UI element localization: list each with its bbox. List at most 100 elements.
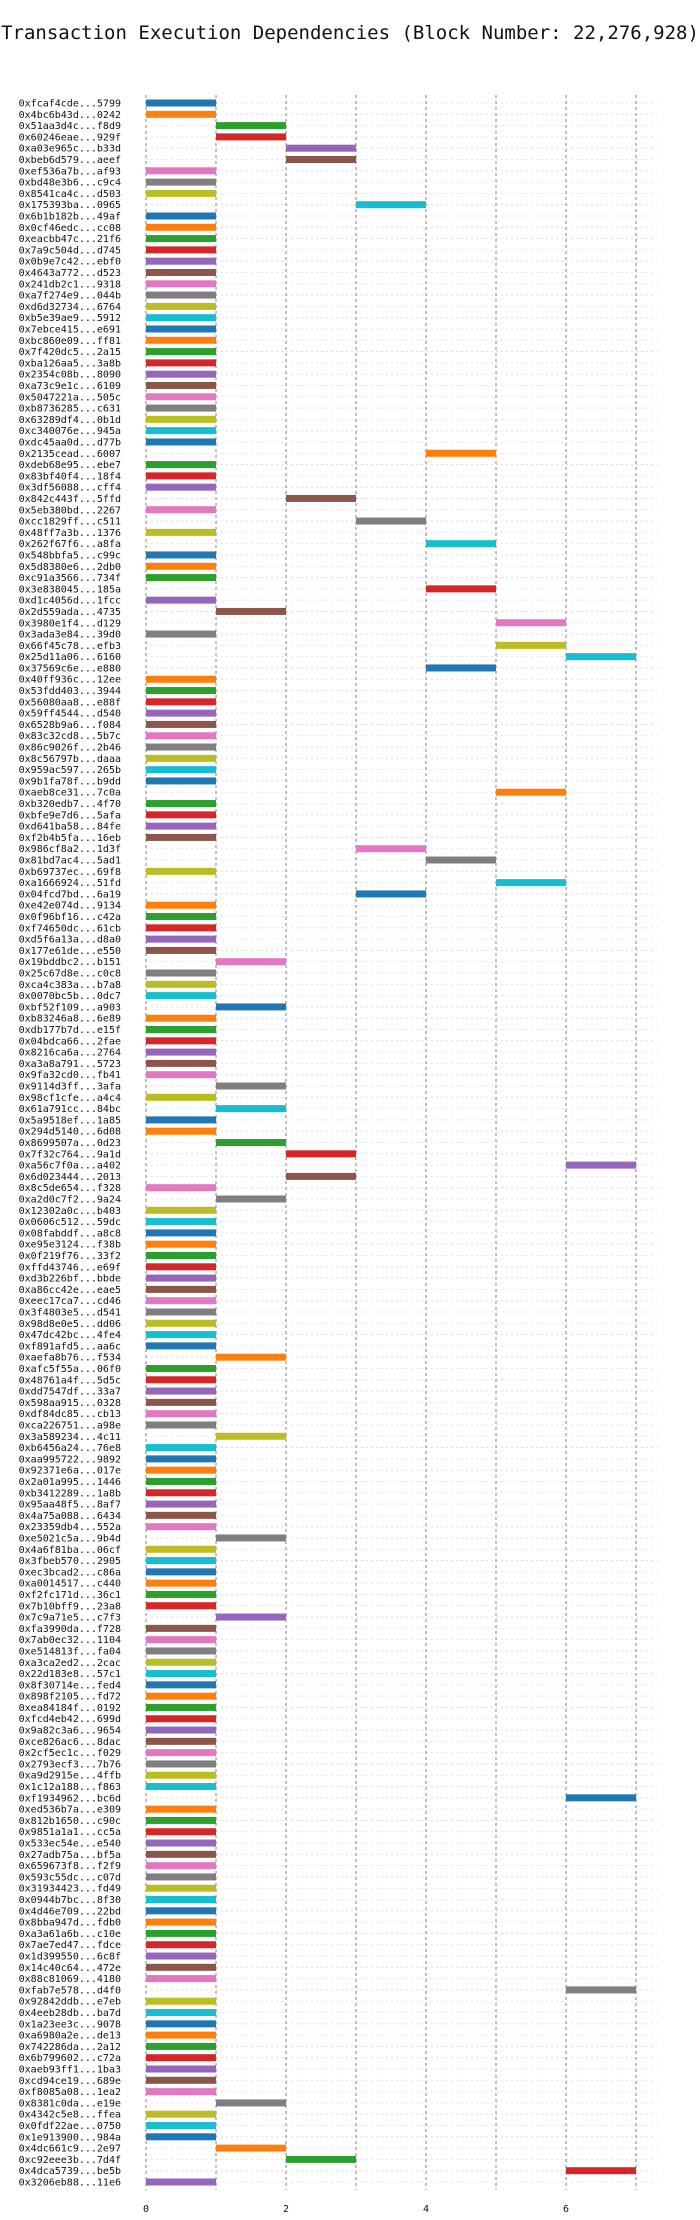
- bar: [146, 596, 216, 604]
- y-tick-label: 0x0070bc5b...0dc7: [19, 991, 121, 1002]
- bar: [566, 653, 636, 661]
- bar: [146, 404, 216, 412]
- y-tick-label: 0x6528b9a6...f084: [19, 720, 121, 731]
- y-tick-label: 0xa3ca2ed2...2cac: [19, 1658, 121, 1669]
- bar: [146, 212, 216, 220]
- bar: [146, 1455, 216, 1463]
- y-tick-label: 0x25d11a06...6160: [19, 652, 121, 663]
- bar: [146, 2031, 216, 2039]
- bar: [146, 992, 216, 1000]
- bar: [146, 1263, 216, 1271]
- bar: [496, 879, 566, 887]
- y-tick-label: 0xd5f6a13a...d8a0: [19, 935, 121, 946]
- bar: [146, 1285, 216, 1293]
- bar: [146, 438, 216, 446]
- bar: [146, 1568, 216, 1576]
- bar: [146, 1658, 216, 1666]
- bar: [146, 1624, 216, 1632]
- y-tick-label: 0x04fcd7bd...6a19: [19, 889, 121, 900]
- bar: [146, 1398, 216, 1406]
- y-tick-label: 0x7f32c764...9a1d: [19, 1149, 121, 1160]
- y-tick-label: 0xfcd4eb42...699d: [19, 1714, 121, 1725]
- y-tick-labels: 0xfcaf4cde...57990x4bc6b43d...02420x51aa…: [19, 99, 121, 2189]
- y-tick-label: 0x25c67d8e...c0c8: [19, 969, 121, 980]
- bar: [426, 540, 496, 548]
- bar: [146, 800, 216, 808]
- y-tick-label: 0xcd94ce19...689e: [19, 2076, 121, 2087]
- y-tick-label: 0xfa3990da...f728: [19, 1624, 121, 1635]
- bar: [146, 1636, 216, 1644]
- y-tick-label: 0xce826ac6...8dac: [19, 1737, 121, 1748]
- bar: [146, 2042, 216, 2050]
- y-tick-label: 0x81bd7ac4...5ad1: [19, 856, 121, 867]
- bar: [146, 2009, 216, 2017]
- x-tick-label: 6: [563, 2204, 569, 2215]
- bar: [146, 1896, 216, 1904]
- y-tick-label: 0xeacbb47c...21f6: [19, 234, 121, 245]
- bar: [146, 1410, 216, 1418]
- y-tick-label: 0x86c9026f...2b46: [19, 743, 121, 754]
- bar: [496, 641, 566, 649]
- y-tick-label: 0x5047221a...505c: [19, 392, 121, 403]
- y-tick-label: 0xca4c383a...b7a8: [19, 980, 121, 991]
- y-tick-label: 0x0b9e7c42...ebf0: [19, 257, 121, 268]
- bar: [216, 958, 286, 966]
- y-tick-label: 0x2a01a995...1446: [19, 1477, 121, 1488]
- bar: [146, 811, 216, 819]
- bar: [566, 1794, 636, 1802]
- y-tick-label: 0x8f30714e...fed4: [19, 1680, 121, 1691]
- bar: [146, 1670, 216, 1678]
- y-tick-label: 0x8541ca4c...d503: [19, 189, 121, 200]
- y-tick-label: 0x598aa915...0328: [19, 1398, 121, 1409]
- y-tick-label: 0x56080aa8...e88f: [19, 697, 121, 708]
- bar: [286, 1150, 356, 1158]
- bar: [146, 1907, 216, 1915]
- bar: [146, 1184, 216, 1192]
- bar: [356, 201, 426, 209]
- bar: [146, 189, 216, 197]
- y-tick-label: 0x9114d3ff...3afa: [19, 1082, 121, 1093]
- y-tick-label: 0x48761a4f...5d5c: [19, 1375, 121, 1386]
- horizontal-gridlines: [146, 102, 657, 2183]
- y-tick-label: 0x4a6f81ba...06cf: [19, 1545, 121, 1556]
- y-tick-label: 0x9a82c3a6...9654: [19, 1726, 121, 1737]
- y-tick-label: 0x7a9c504d...d745: [19, 245, 121, 256]
- bar: [356, 517, 426, 525]
- y-tick-label: 0x1c12a188...f863: [19, 1782, 121, 1793]
- y-tick-label: 0x241db2c1...9318: [19, 279, 121, 290]
- y-tick-label: 0x6d023444...2013: [19, 1172, 121, 1183]
- bar: [146, 2178, 216, 2186]
- y-tick-label: 0xf891afd5...aa6c: [19, 1341, 121, 1352]
- bar: [146, 913, 216, 921]
- bar: [286, 1172, 356, 1180]
- bar: [146, 1014, 216, 1022]
- bar: [216, 607, 286, 615]
- bar: [216, 1534, 286, 1542]
- bar: [286, 494, 356, 502]
- bar: [146, 1783, 216, 1791]
- y-tick-label: 0x6b799602...c72a: [19, 2053, 121, 2064]
- y-tick-label: 0xa6980a2e...de13: [19, 2031, 121, 2042]
- y-tick-label: 0x9fa32cd0...fb41: [19, 1070, 121, 1081]
- bar: [146, 1026, 216, 1034]
- bar: [146, 1839, 216, 1847]
- bar: [146, 1489, 216, 1497]
- bar: [146, 506, 216, 514]
- bar: [146, 766, 216, 774]
- y-tick-label: 0xc91a3566...734f: [19, 573, 121, 584]
- y-tick-label: 0xc92eee3b...7d4f: [19, 2155, 121, 2166]
- bar: [426, 664, 496, 672]
- bar: [146, 461, 216, 469]
- bar: [146, 1048, 216, 1056]
- bar: [146, 720, 216, 728]
- y-tick-label: 0x7f420dc5...2a15: [19, 347, 121, 358]
- y-tick-label: 0x4bc6b43d...0242: [19, 110, 121, 121]
- bar: [286, 155, 356, 163]
- bar: [146, 1952, 216, 1960]
- y-tick-label: 0xdc45aa0d...d77b: [19, 437, 121, 448]
- y-tick-label: 0xbf52f109...a903: [19, 1002, 121, 1013]
- bar: [146, 709, 216, 717]
- y-tick-label: 0x9b1fa78f...b9dd: [19, 776, 121, 787]
- bar: [146, 935, 216, 943]
- y-tick-label: 0xa73c9e1c...6109: [19, 381, 121, 392]
